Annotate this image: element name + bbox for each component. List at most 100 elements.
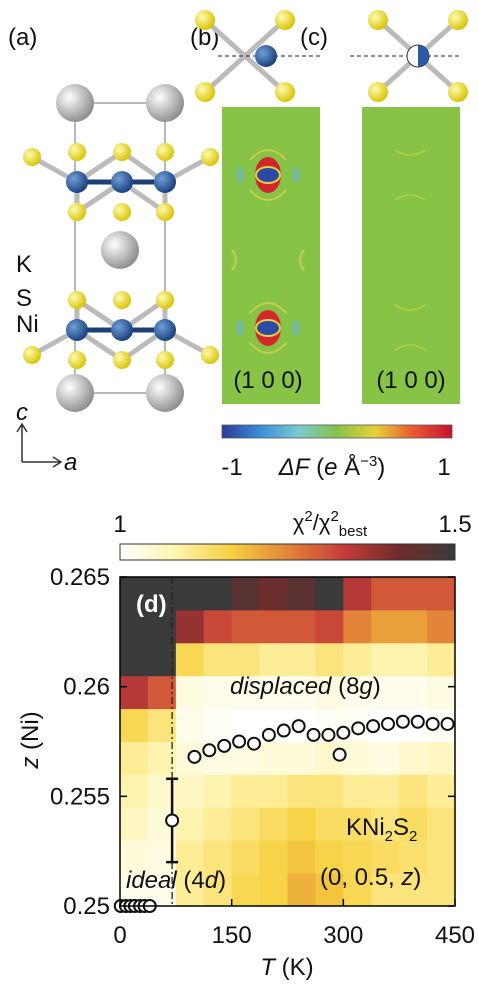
heatmap-cell [203, 873, 233, 907]
heatmap-cell [399, 642, 428, 677]
y-tick-label: 0.255 [50, 783, 110, 810]
crystal-structure [23, 84, 219, 412]
heatmap-cell [371, 774, 400, 808]
axis-name: a [64, 449, 77, 476]
heatmap-cell [203, 577, 233, 611]
y-axis-label: z (Ni) [17, 711, 44, 769]
data-point [336, 725, 351, 740]
density-map [362, 107, 460, 404]
heatmap-cell [175, 675, 205, 710]
annotation: (0, 0.5, z) [320, 864, 421, 891]
heatmap-cell [287, 840, 316, 874]
heatmap-cell [399, 873, 428, 907]
heatmap-cell [427, 873, 456, 907]
colorbar-tick-label: 1.5 [438, 511, 471, 538]
heatmap-cell [120, 642, 149, 677]
data-point [425, 716, 440, 731]
heatmap-cell [343, 609, 372, 644]
heatmap-cell [259, 873, 288, 907]
y-tick-label: 0.25 [63, 893, 110, 920]
data-point [395, 714, 410, 729]
x-tick-label: 0 [113, 922, 126, 949]
heatmap-cell [120, 840, 149, 874]
heatmap-cell [259, 807, 288, 841]
data-point [332, 747, 347, 762]
heatmap-cell [231, 675, 261, 710]
data-point [276, 723, 291, 738]
heatmap-cell [315, 774, 344, 808]
heatmap-cell [371, 873, 400, 907]
x-tick-label: 150 [212, 922, 252, 949]
heatmap-cell [315, 873, 344, 907]
heatmap-cell [371, 840, 400, 874]
axis-name: c [16, 399, 28, 426]
heatmap-cell [259, 774, 288, 808]
x-tick-label: 300 [323, 922, 363, 949]
atom-label: K [16, 251, 32, 278]
heatmap-cell [231, 642, 261, 677]
heatmap-cell [287, 609, 316, 644]
heatmap-cell [259, 741, 288, 775]
panel-label: (a) [8, 24, 37, 51]
colorbar [221, 424, 453, 439]
heatmap-cell [427, 741, 456, 775]
colorbar-label: χ2/χ2best [293, 508, 368, 540]
heatmap-cell [315, 675, 344, 710]
heatmap-cell [120, 774, 149, 808]
heatmap-cell [120, 675, 149, 710]
heatmap-cell [371, 642, 400, 677]
heatmap-cell [371, 741, 400, 775]
heatmap-cell [399, 741, 428, 775]
atom-label: Ni [16, 311, 39, 338]
heatmap-cell [120, 741, 149, 775]
heatmap-cell [259, 577, 288, 611]
heatmap-cell [231, 577, 261, 611]
heatmap-cell [343, 741, 372, 775]
colorbar [119, 543, 456, 561]
heatmap-cell [427, 609, 456, 644]
heatmap-cell [371, 807, 400, 841]
y-tick-label: 0.26 [63, 674, 110, 701]
heatmap-cell [231, 807, 261, 841]
heatmap-cell [343, 774, 372, 808]
data-point [291, 719, 306, 734]
heatmap-cell [287, 642, 316, 677]
heatmap-cell [343, 840, 372, 874]
colorbar-label: ΔF (e Å−3) [278, 453, 386, 481]
heatmap-cell [231, 873, 261, 907]
heatmap-cell [399, 675, 428, 710]
heatmap-cell [259, 840, 288, 874]
heatmap-cell [343, 577, 372, 611]
heatmap-cell [175, 642, 205, 677]
density-map [222, 107, 320, 404]
annotation: KNi2S2 [346, 814, 417, 845]
heatmap-cell [427, 642, 456, 677]
heatmap-cell [287, 675, 316, 710]
heatmap-cell [175, 577, 205, 611]
data-point [247, 736, 261, 751]
heatmap-cell [399, 577, 428, 611]
heatmap-cell [203, 774, 233, 808]
data-point [381, 716, 395, 731]
colorbar-tick-label: -1 [221, 454, 242, 481]
heatmap-cell [343, 642, 372, 677]
data-point [187, 749, 202, 764]
heatmap-cell [175, 774, 205, 808]
heatmap-cell [427, 774, 456, 808]
colorbar-tick-label: 1 [113, 511, 126, 538]
heatmap-cell [203, 609, 233, 644]
annotation: displaced (8g) [230, 673, 381, 700]
map-label: (1 0 0) [376, 367, 445, 394]
panel-label: (d) [136, 591, 167, 618]
colorbar-tick-label: 1 [437, 454, 450, 481]
heatmap-cell [259, 642, 288, 677]
heatmap-cell [203, 708, 233, 742]
heatmap-cell [120, 807, 149, 841]
heatmap-cell [287, 577, 316, 611]
heatmap-cell [399, 840, 428, 874]
data-point [165, 813, 180, 828]
heatmap-cell [175, 840, 205, 874]
annotation: ideal (4d) [126, 867, 226, 894]
data-point [202, 743, 217, 758]
data-point [351, 721, 366, 736]
